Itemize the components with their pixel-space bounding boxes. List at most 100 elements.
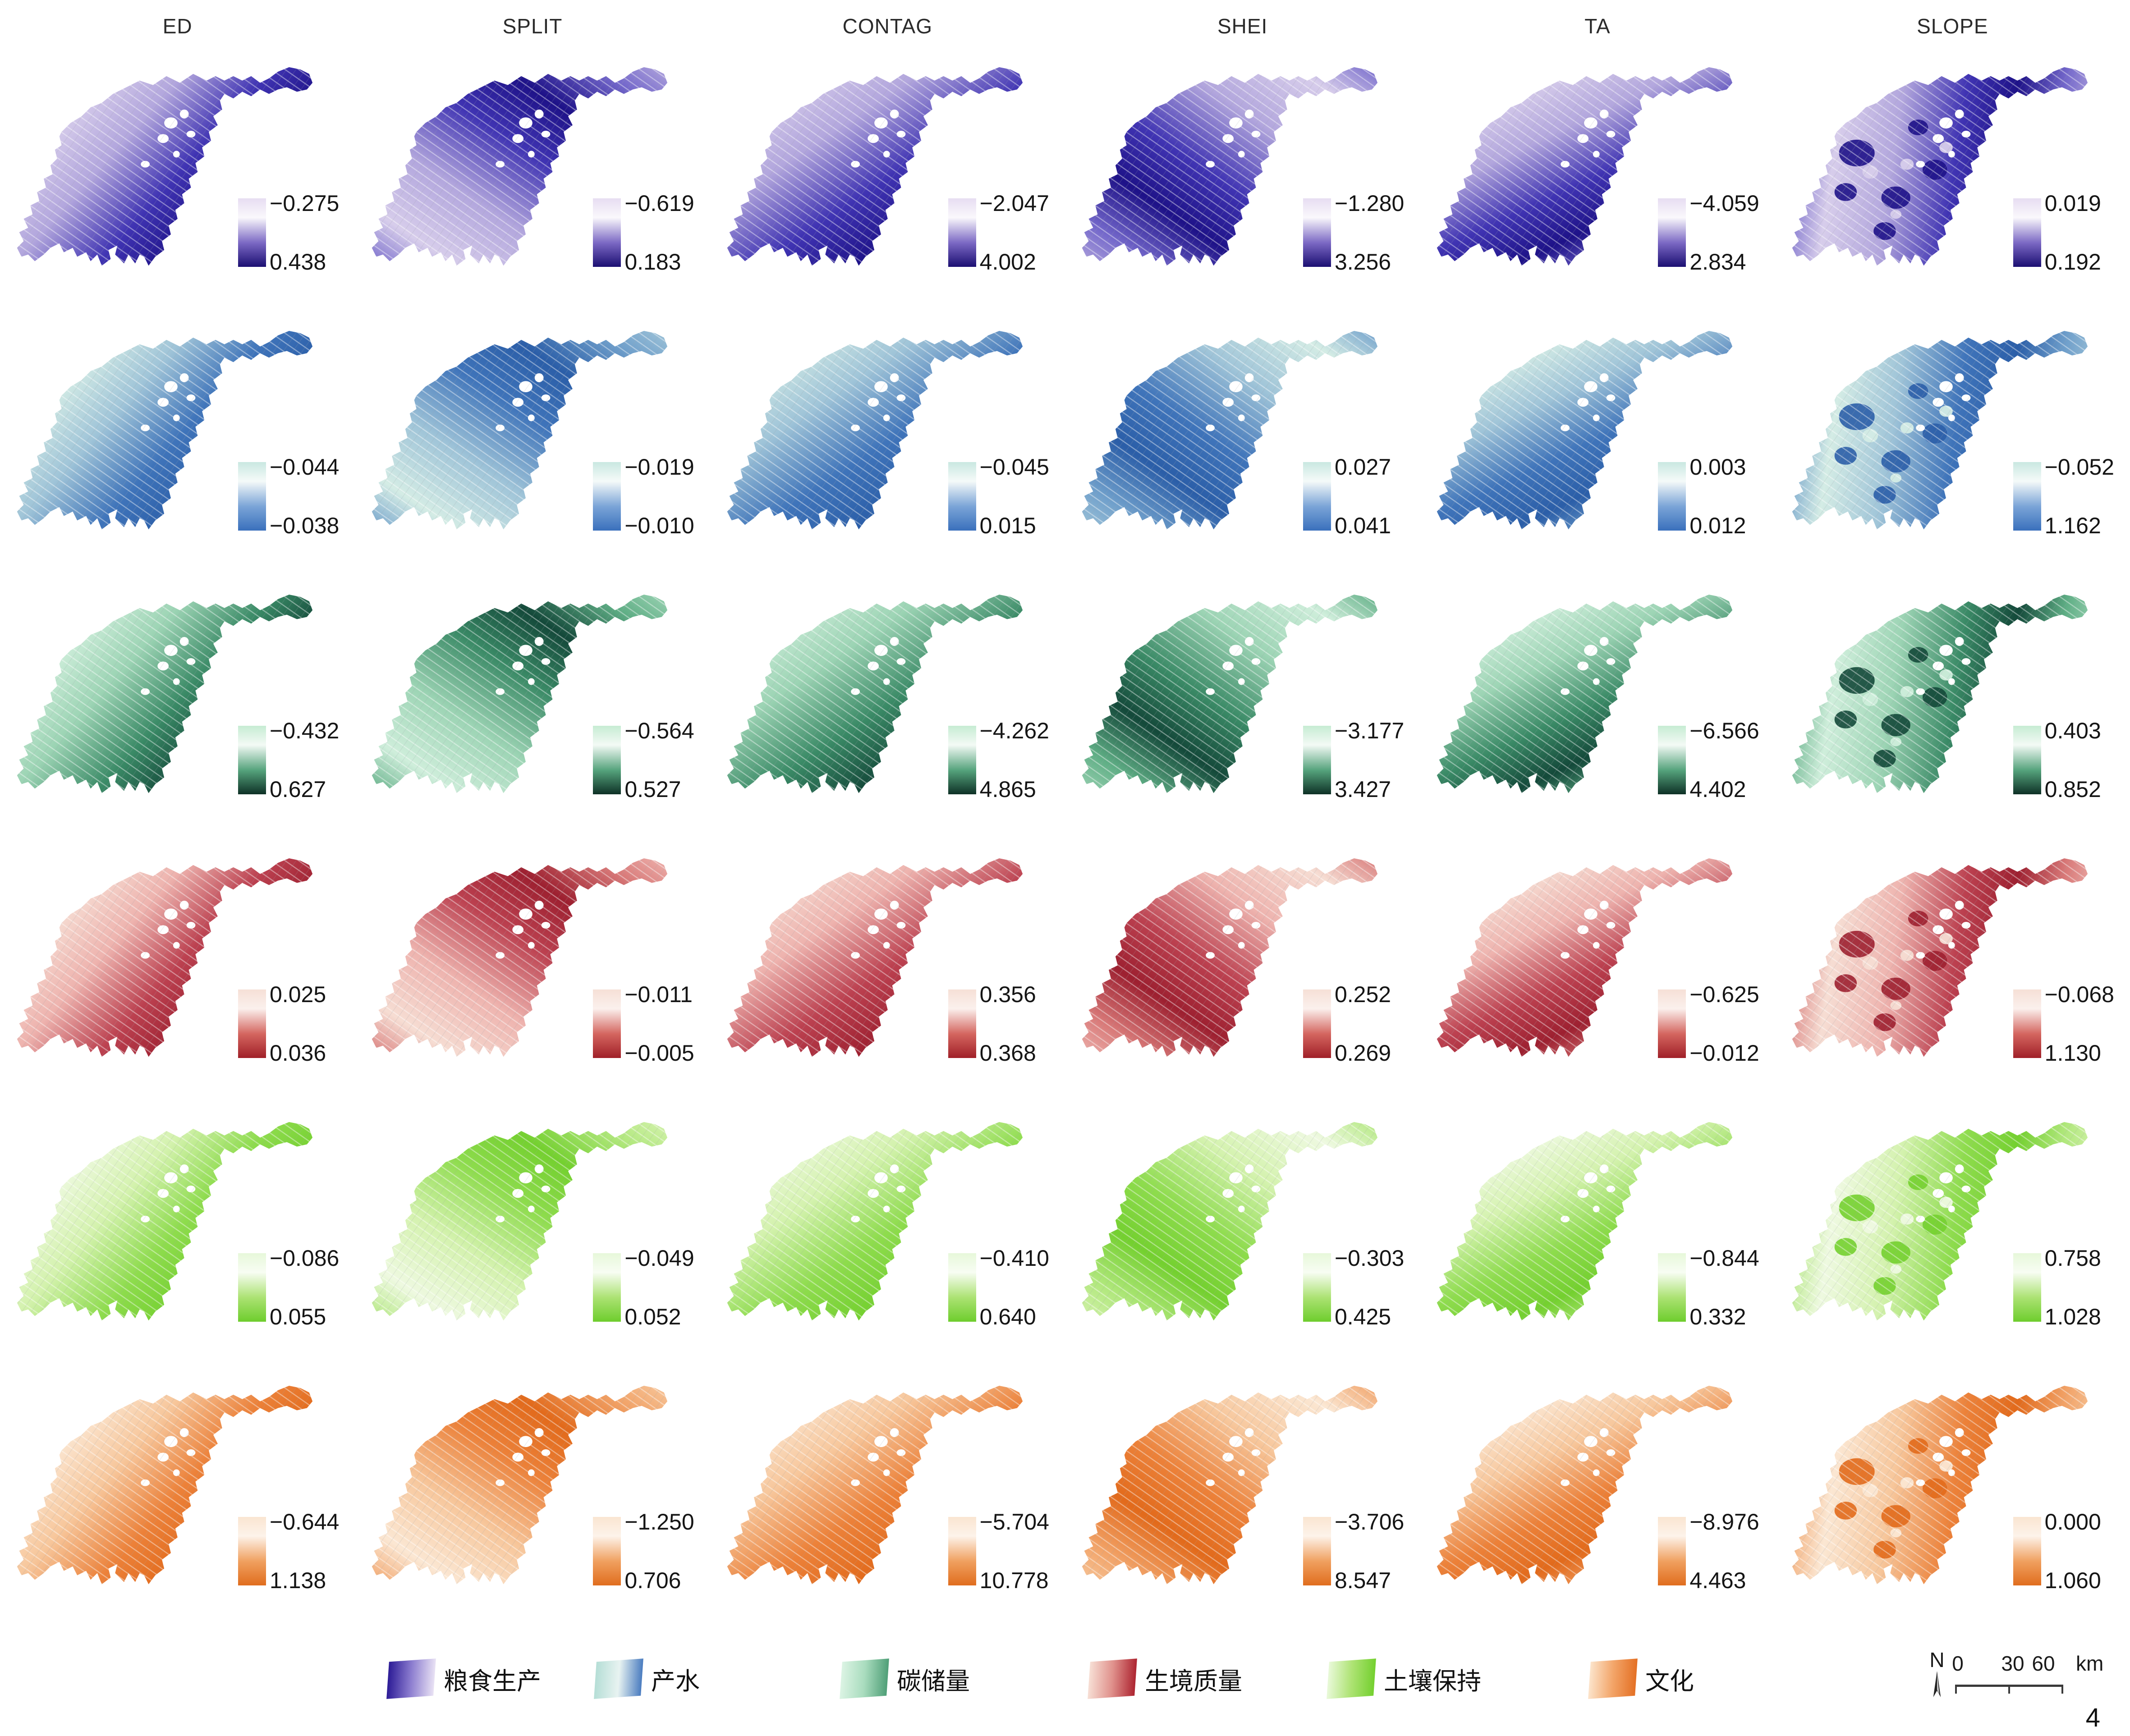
scale-tick-label-30: 30 — [2001, 1652, 2024, 1675]
scale-ruler: 0 30 60 km — [1952, 1651, 2108, 1705]
scale-tick — [1955, 1685, 1957, 1694]
map-cell-SLOPE-产水: −0.052 1.162 — [1775, 316, 2130, 579]
colorbar-value-bottom: −0.012 — [1689, 1040, 1759, 1066]
colorbar-legend: 0.027 0.041 — [1303, 454, 1408, 538]
colorbar-value-bottom: 0.012 — [1689, 513, 1746, 538]
colorbar-value-top: −1.280 — [1334, 191, 1405, 216]
scale-bar: N 0 30 60 km — [1925, 1649, 2124, 1722]
map-cell-SPLIT-生境质量: −0.011 −0.005 — [355, 843, 710, 1107]
column-headers: ED SPLIT CONTAG SHEI TA SLOPE — [0, 0, 2130, 52]
colorbar-legend: −3.177 3.427 — [1303, 718, 1408, 802]
colorbar-gradient — [1303, 726, 1331, 794]
colorbar-legend: −0.644 1.138 — [238, 1509, 343, 1593]
colorbar-gradient — [593, 462, 621, 531]
colorbar-value-bottom: 10.778 — [979, 1568, 1049, 1593]
colorbar-value-bottom: 0.527 — [624, 777, 681, 802]
colorbar-legend: −0.564 0.527 — [593, 718, 698, 802]
map-cell-SHEI-碳储量: −3.177 3.427 — [1065, 579, 1420, 843]
colorbar-value-top: −6.566 — [1689, 718, 1759, 743]
colorbar-value-bottom: 1.138 — [270, 1568, 326, 1593]
colorbar-value-top: −0.619 — [624, 191, 694, 216]
colorbar-gradient — [2013, 726, 2041, 794]
colorbar-value-top: −0.844 — [1689, 1246, 1759, 1271]
map-cell-SHEI-文化: −3.706 8.547 — [1065, 1370, 1420, 1634]
colorbar-legend: −0.275 0.438 — [238, 191, 343, 275]
map-cell-CONTAG-生境质量: 0.356 0.368 — [710, 843, 1065, 1107]
colorbar-value-top: −2.047 — [979, 191, 1049, 216]
colorbar-legend: −0.052 1.162 — [2013, 454, 2118, 538]
service-legend-swatch — [386, 1658, 436, 1699]
colorbar-value-bottom: 3.427 — [1334, 777, 1391, 802]
colorbar-gradient — [238, 989, 266, 1058]
north-label: N — [1929, 1648, 1945, 1672]
column-header-ED: ED — [162, 14, 193, 38]
colorbar-legend: −4.262 4.865 — [948, 718, 1053, 802]
colorbar-value-top: 0.758 — [2044, 1246, 2101, 1271]
colorbar-gradient — [1303, 989, 1331, 1058]
map-cell-TA-生境质量: −0.625 −0.012 — [1420, 843, 1775, 1107]
map-cell-TA-粮食生产: −4.059 2.834 — [1420, 52, 1775, 316]
colorbar-gradient — [2013, 1517, 2041, 1585]
colorbar-legend: 0.000 1.060 — [2013, 1509, 2118, 1593]
colorbar-gradient — [948, 1517, 976, 1585]
colorbar-value-bottom: 2.834 — [1689, 249, 1746, 275]
colorbar-value-top: −0.068 — [2044, 982, 2114, 1007]
service-legend-label: 产水 — [651, 1667, 700, 1695]
colorbar-value-bottom: 0.036 — [270, 1040, 326, 1066]
colorbar-legend: 0.025 0.036 — [238, 982, 343, 1066]
map-cell-CONTAG-粮食生产: −2.047 4.002 — [710, 52, 1065, 316]
colorbar-legend: −4.059 2.834 — [1658, 191, 1763, 275]
colorbar-legend: 0.356 0.368 — [948, 982, 1053, 1066]
scale-tick-label-60: 60 — [2032, 1652, 2055, 1675]
colorbar-legend: −0.019 −0.010 — [593, 454, 698, 538]
colorbar-value-top: −0.564 — [624, 718, 694, 743]
column-header-TA: TA — [1584, 14, 1611, 38]
map-cell-TA-文化: −8.976 4.463 — [1420, 1370, 1775, 1634]
map-cell-SHEI-产水: 0.027 0.041 — [1065, 316, 1420, 579]
service-legend-label: 碳储量 — [897, 1667, 970, 1695]
map-cell-CONTAG-碳储量: −4.262 4.865 — [710, 579, 1065, 843]
colorbar-value-top: −0.052 — [2044, 454, 2114, 480]
colorbar-value-bottom: 4.402 — [1689, 777, 1746, 802]
service-legend-swatch — [594, 1658, 643, 1699]
colorbar-value-top: −5.704 — [979, 1509, 1049, 1534]
colorbar-gradient — [2013, 1253, 2041, 1322]
colorbar-gradient — [1303, 462, 1331, 531]
service-legend-label: 文化 — [1645, 1667, 1694, 1695]
colorbar-value-bottom: 0.706 — [624, 1568, 681, 1593]
colorbar-gradient — [593, 1517, 621, 1585]
map-cell-SPLIT-土壤保持: −0.049 0.052 — [355, 1107, 710, 1370]
column-header-SPLIT: SPLIT — [502, 14, 563, 38]
colorbar-legend: −0.086 0.055 — [238, 1246, 343, 1329]
colorbar-value-bottom: −0.038 — [270, 513, 340, 538]
colorbar-gradient — [238, 1253, 266, 1322]
colorbar-value-bottom: −0.005 — [624, 1040, 694, 1066]
colorbar-value-bottom: 3.256 — [1334, 249, 1391, 275]
north-indicator: N — [1925, 1649, 1949, 1699]
colorbar-value-bottom: 0.052 — [624, 1304, 681, 1329]
scale-tick — [2061, 1685, 2063, 1694]
scale-tick — [2008, 1685, 2010, 1694]
colorbar-legend: −0.619 0.183 — [593, 191, 698, 275]
colorbar-gradient — [238, 1517, 266, 1585]
service-legend-swatch — [1088, 1658, 1137, 1699]
service-legend-item-生境质量: 生境质量 — [1088, 1658, 1242, 1699]
colorbar-value-top: 0.019 — [2044, 191, 2101, 216]
colorbar-value-bottom: 4.002 — [979, 249, 1036, 275]
colorbar-gradient — [593, 726, 621, 794]
map-cell-SLOPE-粮食生产: 0.019 0.192 — [1775, 52, 2130, 316]
colorbar-value-bottom: 0.368 — [979, 1040, 1036, 1066]
colorbar-gradient — [948, 462, 976, 531]
colorbar-value-top: −0.049 — [624, 1246, 694, 1271]
colorbar-value-bottom: 0.438 — [270, 249, 326, 275]
colorbar-legend: −5.704 10.778 — [948, 1509, 1053, 1593]
service-legend-label: 土壤保持 — [1384, 1667, 1481, 1695]
colorbar-value-bottom: 4.865 — [979, 777, 1036, 802]
choropleth-map-CONTAG-产水 — [727, 331, 1023, 530]
colorbar-legend: −8.976 4.463 — [1658, 1509, 1763, 1593]
colorbar-value-top: −3.177 — [1334, 718, 1405, 743]
colorbar-legend: −2.047 4.002 — [948, 191, 1053, 275]
colorbar-gradient — [2013, 989, 2041, 1058]
map-cell-CONTAG-土壤保持: −0.410 0.640 — [710, 1107, 1065, 1370]
colorbar-value-top: −1.250 — [624, 1509, 694, 1534]
